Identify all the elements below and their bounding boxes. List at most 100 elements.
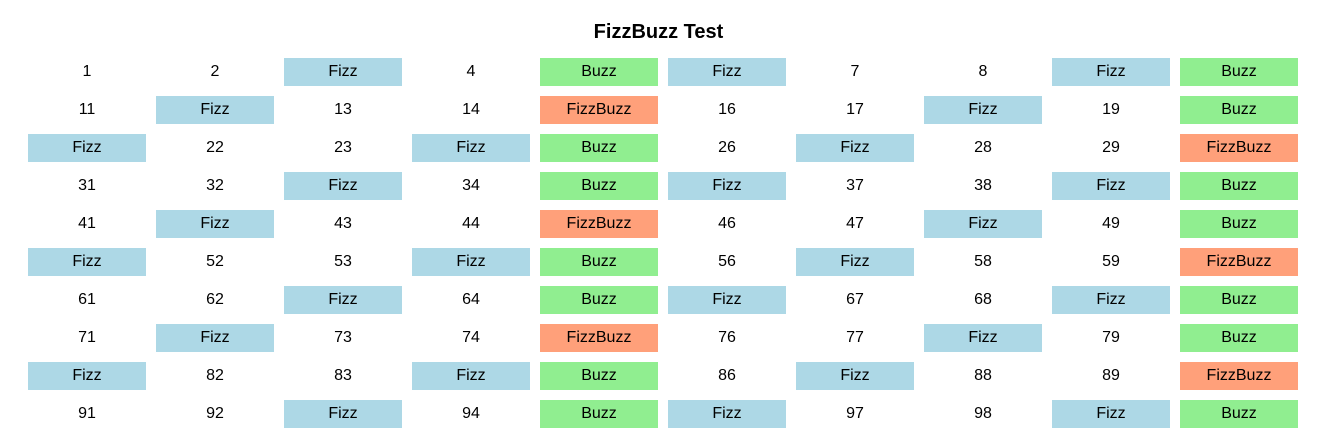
fizz-cell: Fizz (1052, 400, 1170, 428)
buzz-cell: Buzz (540, 58, 658, 86)
number-cell: 58 (974, 253, 992, 270)
buzz-cell: Buzz (540, 248, 658, 276)
number-cell: 68 (974, 291, 992, 308)
fizz-cell: Fizz (156, 96, 274, 124)
number-cell: 43 (334, 215, 352, 232)
number-cell: 14 (462, 101, 480, 118)
number-cell: 37 (846, 177, 864, 194)
number-cell: 16 (718, 101, 736, 118)
number-cell: 74 (462, 329, 480, 346)
number-cell: 97 (846, 405, 864, 422)
fizz-cell: Fizz (156, 210, 274, 238)
fizz-cell: Fizz (284, 58, 402, 86)
number-cell: 1 (82, 63, 92, 80)
number-cell: 56 (718, 253, 736, 270)
number-cell: 47 (846, 215, 864, 232)
number-cell: 31 (78, 177, 96, 194)
fizz-cell: Fizz (796, 248, 914, 276)
fizz-cell: Fizz (1052, 286, 1170, 314)
fizz-cell: Fizz (412, 248, 530, 276)
buzz-cell: Buzz (1180, 96, 1298, 124)
number-cell: 71 (78, 329, 96, 346)
number-cell: 82 (206, 367, 224, 384)
page-title: FizzBuzz Test (593, 21, 724, 43)
buzz-cell: Buzz (540, 286, 658, 314)
number-cell: 7 (850, 63, 860, 80)
number-cell: 59 (1102, 253, 1120, 270)
number-cell: 52 (206, 253, 224, 270)
fizz-cell: Fizz (668, 286, 786, 314)
fizzbuzz-grid: 1 2 Fizz 4 Buzz Fizz 7 8 Fizz Buzz 11 Fizz 13 14 FizzB… (28, 58, 1298, 428)
number-cell: 23 (334, 139, 352, 156)
buzz-cell: Buzz (540, 172, 658, 200)
fizz-cell: Fizz (284, 172, 402, 200)
fizzbuzz-cell: FizzBuzz (540, 324, 658, 352)
number-cell: 76 (718, 329, 736, 346)
buzz-cell: Buzz (1180, 400, 1298, 428)
fizzbuzz-cell: FizzBuzz (540, 210, 658, 238)
number-cell: 13 (334, 101, 352, 118)
number-cell: 34 (462, 177, 480, 194)
fizz-cell: Fizz (284, 286, 402, 314)
fizz-cell: Fizz (412, 362, 530, 390)
number-cell: 73 (334, 329, 352, 346)
buzz-cell: Buzz (1180, 324, 1298, 352)
buzz-cell: Buzz (540, 400, 658, 428)
number-cell: 38 (974, 177, 992, 194)
number-cell: 79 (1102, 329, 1120, 346)
fizz-cell: Fizz (924, 324, 1042, 352)
number-cell: 53 (334, 253, 352, 270)
fizzbuzz-cell: FizzBuzz (1180, 134, 1298, 162)
fizz-cell: Fizz (1052, 58, 1170, 86)
fizz-cell: Fizz (1052, 172, 1170, 200)
number-cell: 41 (78, 215, 96, 232)
buzz-cell: Buzz (540, 134, 658, 162)
number-cell: 89 (1102, 367, 1120, 384)
number-cell: 62 (206, 291, 224, 308)
number-cell: 26 (718, 139, 736, 156)
number-cell: 8 (978, 63, 988, 80)
buzz-cell: Buzz (1180, 58, 1298, 86)
buzz-cell: Buzz (1180, 210, 1298, 238)
number-cell: 46 (718, 215, 736, 232)
number-cell: 94 (462, 405, 480, 422)
buzz-cell: Buzz (1180, 172, 1298, 200)
fizz-cell: Fizz (28, 134, 146, 162)
fizzbuzz-cell: FizzBuzz (1180, 362, 1298, 390)
fizz-cell: Fizz (796, 362, 914, 390)
number-cell: 67 (846, 291, 864, 308)
number-cell: 64 (462, 291, 480, 308)
fizz-cell: Fizz (796, 134, 914, 162)
buzz-cell: Buzz (540, 362, 658, 390)
number-cell: 17 (846, 101, 864, 118)
number-cell: 49 (1102, 215, 1120, 232)
number-cell: 88 (974, 367, 992, 384)
fizzbuzz-cell: FizzBuzz (1180, 248, 1298, 276)
fizz-cell: Fizz (28, 362, 146, 390)
number-cell: 19 (1102, 101, 1120, 118)
number-cell: 86 (718, 367, 736, 384)
fizz-cell: Fizz (28, 248, 146, 276)
fizz-cell: Fizz (412, 134, 530, 162)
number-cell: 77 (846, 329, 864, 346)
number-cell: 91 (78, 405, 96, 422)
fizzbuzz-cell: FizzBuzz (540, 96, 658, 124)
number-cell: 83 (334, 367, 352, 384)
number-cell: 44 (462, 215, 480, 232)
number-cell: 92 (206, 405, 224, 422)
number-cell: 32 (206, 177, 224, 194)
fizz-cell: Fizz (924, 96, 1042, 124)
number-cell: 4 (466, 63, 476, 80)
fizz-cell: Fizz (156, 324, 274, 352)
number-cell: 28 (974, 139, 992, 156)
number-cell: 22 (206, 139, 224, 156)
number-cell: 2 (210, 63, 220, 80)
fizz-cell: Fizz (668, 172, 786, 200)
fizz-cell: Fizz (284, 400, 402, 428)
number-cell: 98 (974, 405, 992, 422)
number-cell: 61 (78, 291, 96, 308)
buzz-cell: Buzz (1180, 286, 1298, 314)
fizz-cell: Fizz (924, 210, 1042, 238)
number-cell: 11 (78, 101, 96, 118)
number-cell: 29 (1102, 139, 1120, 156)
